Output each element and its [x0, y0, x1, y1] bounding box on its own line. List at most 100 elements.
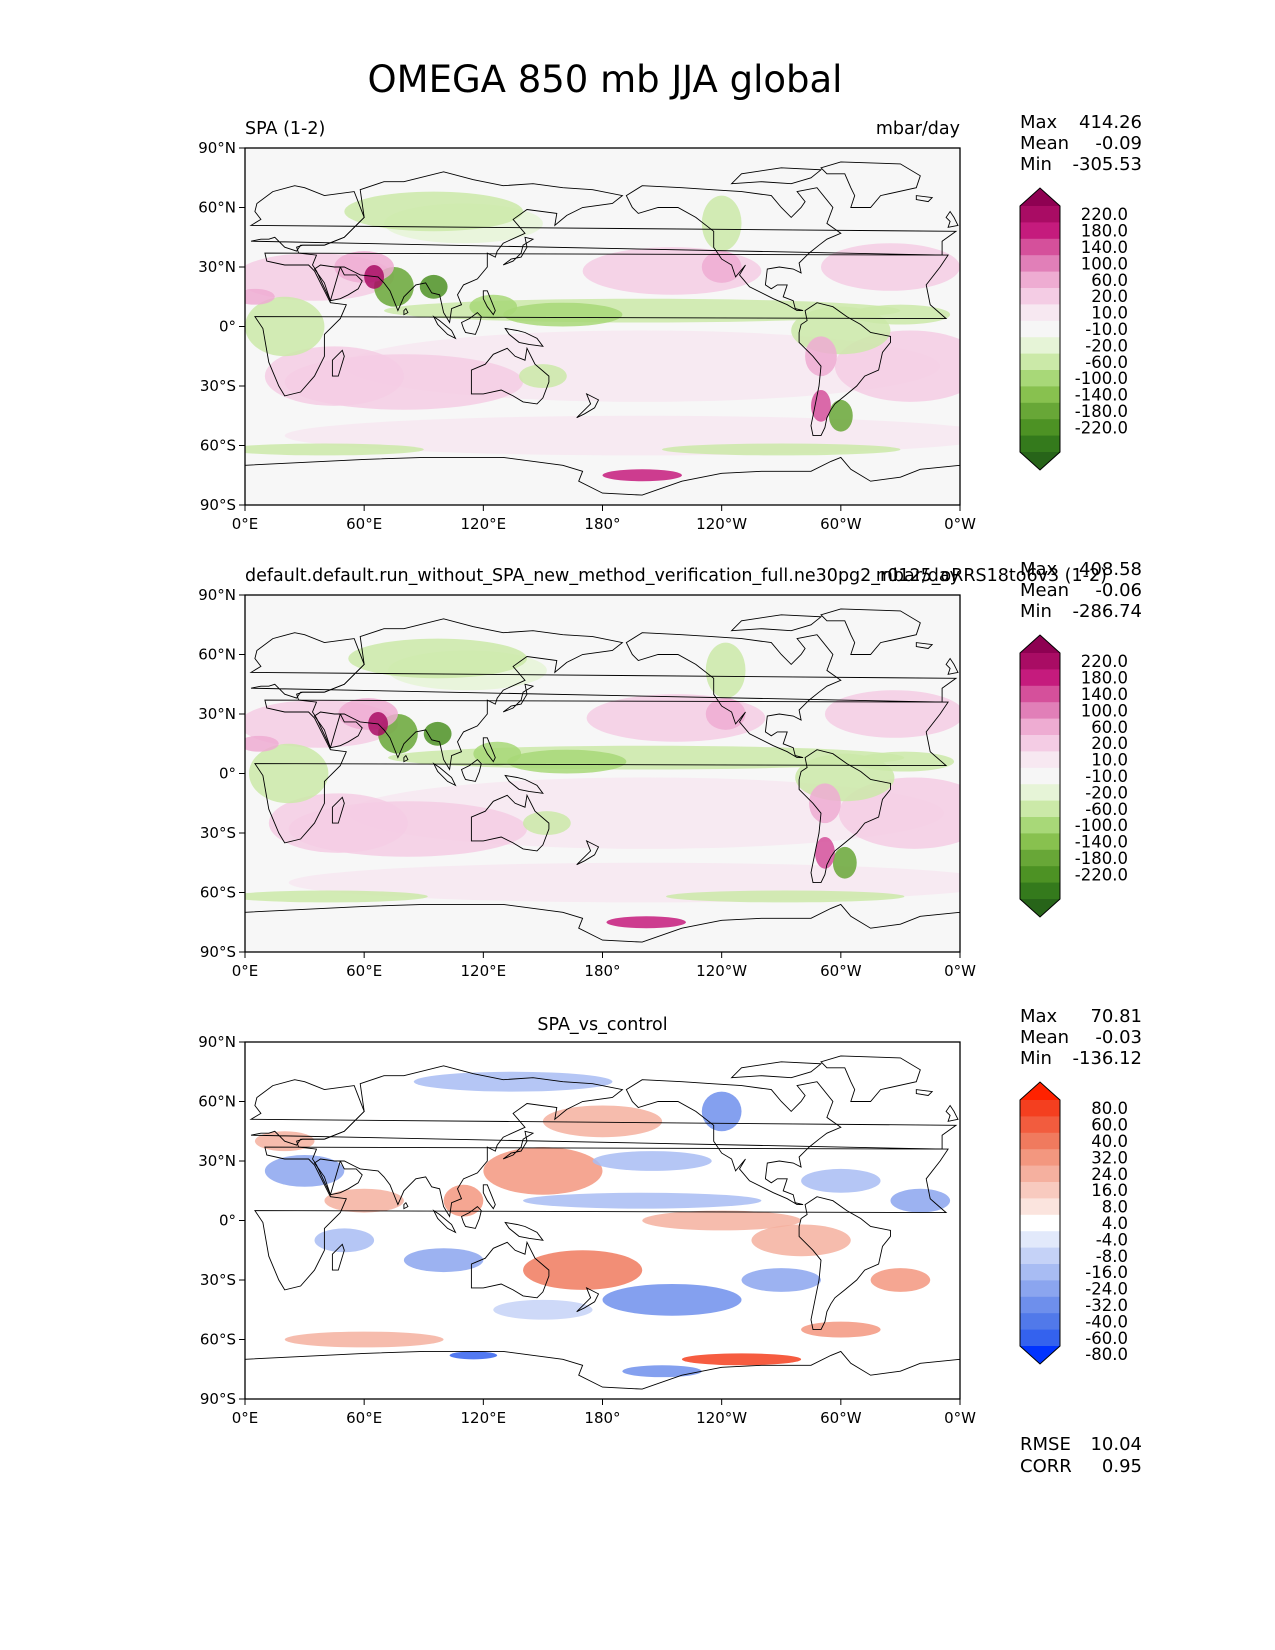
colorbar-label: 40.0 [1091, 1132, 1128, 1151]
coastline-uk [945, 657, 959, 675]
colorbar-segment [1020, 1329, 1060, 1347]
field-anomaly [801, 1168, 881, 1193]
coastline-japan [502, 683, 535, 713]
y-tick-label: 90°S [200, 496, 236, 514]
coastline-iceland [915, 642, 934, 649]
x-tick-label: 0°W [944, 962, 976, 980]
y-tick-label: 90°S [200, 1390, 236, 1408]
stat-label: Mean [1020, 133, 1069, 154]
colorbar-segment [1020, 685, 1060, 703]
coastline-africa [254, 1146, 949, 1291]
panel-left-title: default.default.run_without_SPA_new_meth… [245, 566, 1107, 586]
coastline-new-guinea [504, 1221, 544, 1241]
x-tick-label: 180° [584, 962, 620, 980]
colorbar-label: -40.0 [1085, 1312, 1128, 1331]
colorbar-segment [1020, 1100, 1060, 1117]
stat-value: -136.12 [1073, 1048, 1142, 1069]
field-anomaly [542, 1105, 663, 1138]
colorbar-label: 8.0 [1102, 1198, 1128, 1217]
field-anomaly [666, 890, 905, 903]
y-tick-label: 30°S [200, 824, 236, 842]
field-anomaly [443, 1184, 484, 1217]
coastline-sri-lanka [403, 307, 409, 316]
y-tick-label: 90°N [198, 1033, 236, 1051]
colorbar-segment [1020, 370, 1060, 387]
coastline-iceland [915, 1089, 934, 1096]
colorbar-label: -100.0 [1075, 369, 1128, 388]
colorbar-label: 140.0 [1081, 685, 1128, 704]
colorbar-label: -180.0 [1075, 849, 1128, 868]
x-tick-label: 120°E [461, 1409, 507, 1427]
field-anomaly [870, 1268, 931, 1292]
coastline-canadian-islands [730, 614, 823, 632]
field-anomaly [828, 399, 853, 432]
colorbar-label: -20.0 [1085, 783, 1128, 802]
stat-value: 70.81 [1090, 1006, 1142, 1027]
x-tick-label: 180° [584, 515, 620, 533]
colorbar-segment [1020, 419, 1060, 437]
footer-stat-label: RMSE [1020, 1434, 1071, 1455]
coastline-antarctica [245, 456, 960, 505]
colorbar-segment [1020, 271, 1060, 289]
coastline-asia [296, 1065, 624, 1218]
colorbar-segment [1020, 866, 1060, 884]
coastline-new-zealand [576, 839, 600, 866]
coastline-north-america [625, 632, 842, 759]
field-anomaly [364, 265, 385, 289]
colorbar-segment [1020, 817, 1060, 834]
colorbar-segment [1020, 288, 1060, 305]
coastline-new-guinea [504, 327, 544, 347]
y-tick-label: 30°S [200, 377, 236, 395]
colorbar-segment [1020, 849, 1060, 867]
colorbar-segment [1020, 1247, 1060, 1265]
coastline-madagascar [331, 1243, 345, 1271]
colorbar-segment [1020, 669, 1060, 687]
field-anomaly [701, 1091, 742, 1132]
field-anomaly [338, 698, 398, 730]
colorbar-label: -140.0 [1075, 386, 1128, 405]
coastline-philippines [482, 1184, 496, 1210]
panel-right-title: mbar/day [876, 119, 960, 139]
field-anomaly [705, 642, 746, 699]
y-tick-label: 0° [219, 1212, 236, 1230]
coastline-sumatra [432, 1209, 457, 1234]
field-anomaly [701, 195, 742, 252]
coastline-new-guinea [504, 774, 544, 794]
colorbar-segment [1020, 1214, 1060, 1232]
field-anomaly [245, 443, 424, 456]
colorbar: 220.0180.0140.0100.060.020.010.0-10.0-20… [1019, 187, 1128, 471]
field-anomaly [245, 735, 279, 752]
coastline-philippines [482, 737, 496, 763]
x-tick-label: 0°E [232, 515, 259, 533]
x-tick-label: 180° [584, 1409, 620, 1427]
coastline-antarctica [245, 1350, 960, 1399]
panel-1: 0°E 60°E 120°E 180° 120°W 60°W 0°W 90°N 60°N 30°N… [198, 112, 1142, 533]
coastline-arabia [313, 1158, 363, 1196]
colorbar-extend-top [1020, 188, 1060, 206]
coastline-europe [249, 632, 958, 703]
coastline-borneo [460, 759, 482, 782]
field-anomaly [809, 783, 841, 824]
coastline-south-america [798, 1196, 891, 1331]
colorbar-segment [1020, 206, 1060, 223]
stat-value: 408.58 [1079, 559, 1142, 580]
colorbar-segment [1020, 718, 1060, 736]
colorbar-label: 180.0 [1081, 669, 1128, 688]
field-anomaly [348, 638, 528, 679]
colorbar-label: -140.0 [1075, 833, 1128, 852]
y-tick-label: 0° [219, 765, 236, 783]
y-tick-label: 60°N [198, 199, 236, 217]
field-anomaly [795, 753, 895, 802]
y-tick-label: 30°N [198, 705, 236, 723]
coastline-sumatra [432, 762, 457, 787]
coastline-new-zealand [576, 392, 600, 419]
field-anomaly [245, 296, 325, 357]
colorbar-segment [1020, 337, 1060, 355]
stat-label: Min [1020, 601, 1052, 622]
colorbar-label: 60.0 [1091, 271, 1128, 290]
colorbar-segment [1020, 386, 1060, 404]
colorbar-segment [1020, 222, 1060, 240]
footer-stat-label: CORR [1020, 1456, 1072, 1477]
coastline-asia [296, 171, 624, 324]
colorbar-label: 100.0 [1081, 254, 1128, 273]
